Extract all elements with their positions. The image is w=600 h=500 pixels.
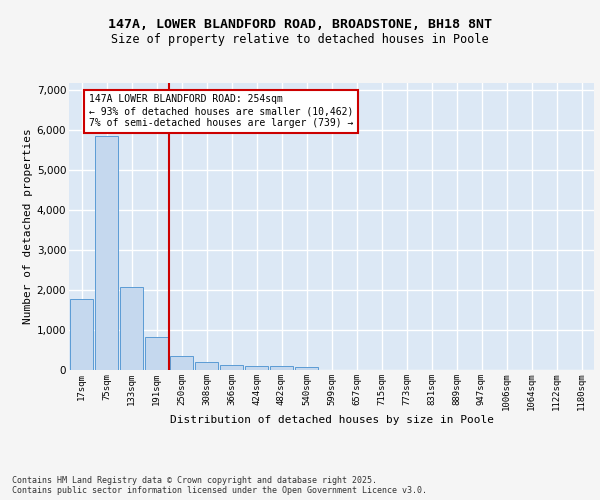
Bar [195,362,218,370]
Text: 147A, LOWER BLANDFORD ROAD, BROADSTONE, BH18 8NT: 147A, LOWER BLANDFORD ROAD, BROADSTONE, … [108,18,492,30]
Text: 147A LOWER BLANDFORD ROAD: 254sqm
← 93% of detached houses are smaller (10,462)
: 147A LOWER BLANDFORD ROAD: 254sqm ← 93% … [89,94,353,128]
Bar [170,356,193,370]
Text: Contains HM Land Registry data © Crown copyright and database right 2025.
Contai: Contains HM Land Registry data © Crown c… [12,476,427,495]
Text: Size of property relative to detached houses in Poole: Size of property relative to detached ho… [111,32,489,46]
Bar [220,365,243,370]
X-axis label: Distribution of detached houses by size in Poole: Distribution of detached houses by size … [170,414,493,424]
Bar [120,287,143,370]
Bar [270,366,293,370]
Bar [245,366,268,370]
Bar [70,299,93,370]
Bar [95,136,118,370]
Bar [145,338,168,370]
Y-axis label: Number of detached properties: Number of detached properties [23,128,32,324]
Bar [295,367,318,370]
